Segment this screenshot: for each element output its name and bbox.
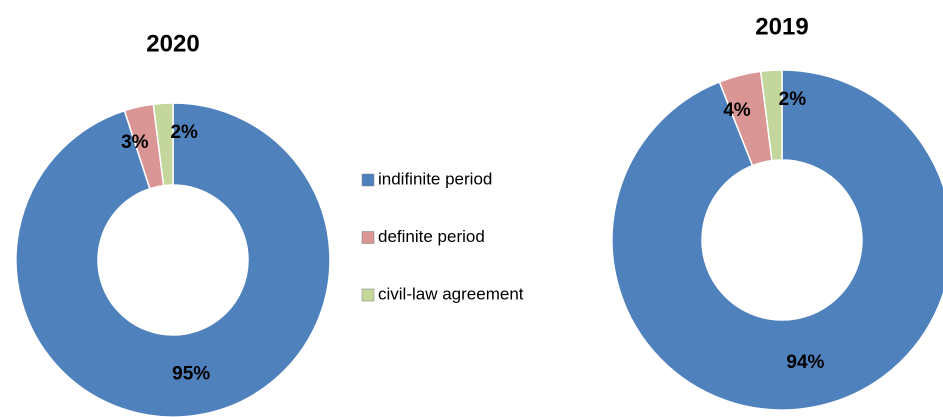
legend-label: civil-law agreement bbox=[378, 284, 524, 303]
legend-swatch bbox=[361, 288, 375, 302]
data-label: 2% bbox=[779, 89, 807, 110]
data-label: 3% bbox=[121, 132, 149, 153]
data-label: 2% bbox=[170, 122, 198, 143]
legend-label: indifinite period bbox=[378, 169, 492, 188]
legend-swatch bbox=[361, 173, 375, 187]
legend-swatch bbox=[361, 231, 375, 244]
legend-label: definite period bbox=[378, 227, 485, 246]
donut-slice bbox=[15, 102, 331, 417]
data-label: 94% bbox=[786, 352, 824, 373]
data-label: 4% bbox=[723, 100, 751, 121]
donut-slice bbox=[611, 69, 943, 411]
donut-slice bbox=[759, 69, 783, 162]
chart-title: 2019 bbox=[755, 13, 808, 40]
donut-slice bbox=[152, 102, 174, 187]
chart-title: 2020 bbox=[146, 30, 199, 57]
data-label: 95% bbox=[172, 364, 210, 385]
